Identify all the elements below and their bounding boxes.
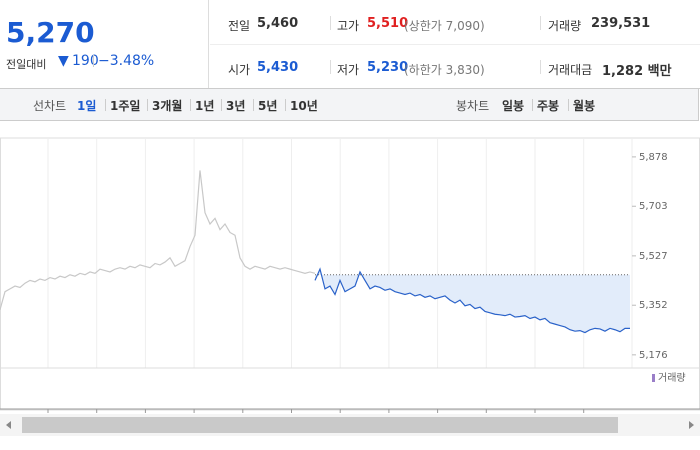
period-tab[interactable]: 5년: [258, 99, 278, 113]
price-line: [0, 170, 316, 310]
scroll-left: [6, 421, 11, 429]
divider: [540, 60, 541, 74]
fill-area: [315, 269, 630, 333]
value: 1,282 백만: [602, 64, 672, 79]
divider: [330, 16, 331, 30]
price-line: [314, 267, 630, 334]
note: (상한가 7,090): [404, 19, 485, 33]
value: 5,460: [257, 16, 299, 31]
period-tab[interactable]: 10년: [290, 99, 318, 113]
divider: [285, 99, 286, 111]
divider: [532, 99, 533, 111]
period-tab[interactable]: 1일: [77, 99, 97, 113]
candle-tab[interactable]: 일봉: [502, 99, 525, 113]
y-tick-label: 5,527: [639, 251, 668, 262]
divider: [253, 99, 254, 111]
change-arrow: ▼: [58, 53, 69, 69]
divider: [105, 99, 106, 111]
period-tab[interactable]: 1주일: [110, 99, 141, 113]
legend-label: 거래량: [658, 372, 686, 384]
divider: [93, 55, 94, 67]
volume-frame: [0, 367, 700, 411]
label: 거래대금: [548, 63, 593, 77]
divider: [330, 60, 331, 74]
legend-swatch: [652, 374, 655, 382]
plot-frame: [0, 137, 700, 369]
y-tick-label: 5,176: [639, 350, 668, 361]
value: 5,510: [367, 16, 409, 31]
tab-group-label: 선차트: [33, 99, 67, 113]
chart: 5,878 5,703 5,527 5,352 5,176 거래량: [0, 137, 700, 436]
value: 5,430: [257, 60, 299, 75]
label: 전일: [228, 19, 251, 33]
candle-tab[interactable]: 주봉: [537, 99, 560, 113]
change-label: 전일대비: [6, 58, 47, 71]
scroll-thumb: [22, 417, 618, 433]
period-tab[interactable]: 1년: [195, 99, 215, 113]
label: 거래량: [548, 19, 582, 33]
y-tick-label: 5,703: [639, 201, 668, 212]
y-tick-label: 5,878: [639, 152, 668, 163]
period-tab[interactable]: 3개월: [152, 99, 183, 113]
label: 저가: [337, 63, 360, 77]
divider: [147, 99, 148, 111]
value: 5,230: [367, 60, 409, 75]
price: 5,270: [6, 16, 95, 49]
quote-panel: 5,270 전일대비 ▼ 190 −3.48% 전일 5,460 고가 5,51…: [0, 0, 700, 89]
divider: [210, 44, 700, 45]
label: 고가: [337, 19, 360, 33]
divider: [540, 16, 541, 30]
y-tick-label: 5,352: [639, 300, 668, 311]
scroll-right: [689, 421, 694, 429]
divider: [190, 99, 191, 111]
divider: [568, 99, 569, 111]
change: 190: [72, 53, 99, 69]
tab-bar: 선차트 1일 1주일 3개월 1년 3년 5년 10년 봉차트 일봉 주봉 월봉: [0, 88, 699, 121]
label: 시가: [228, 63, 251, 77]
change-pct: −3.48%: [98, 53, 155, 69]
candle-tab[interactable]: 월봉: [573, 99, 596, 113]
note: (하한가 3,830): [404, 63, 485, 77]
value: 239,531: [591, 16, 651, 31]
price-box: 5,270 전일대비 ▼ 190 −3.48%: [0, 0, 209, 88]
divider: [221, 99, 222, 111]
tab-group-label: 봉차트: [456, 99, 490, 113]
period-tab[interactable]: 3년: [226, 99, 246, 113]
